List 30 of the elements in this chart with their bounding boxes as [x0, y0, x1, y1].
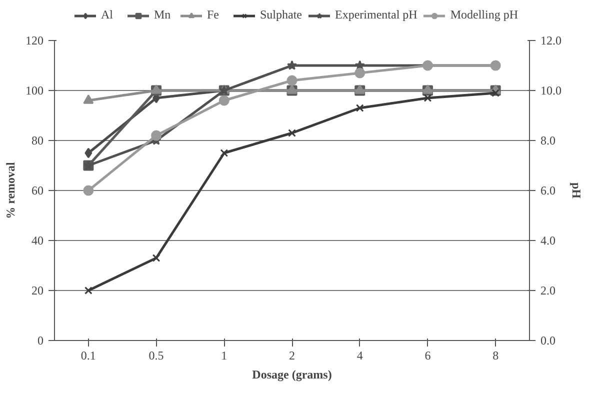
legend-label: Fe: [207, 8, 220, 22]
y2-tick-label: 10.0: [540, 84, 562, 98]
x-tick-label: 8: [492, 348, 499, 362]
legend-label: Al: [101, 8, 114, 22]
y2-tick-label: 2.0: [540, 284, 556, 298]
y-tick-label: 0: [38, 334, 44, 348]
y2-axis-title: pH: [570, 182, 584, 200]
legend-label: Modelling pH: [450, 8, 518, 22]
y-tick-label: 20: [32, 284, 44, 298]
x-tick-label: 0.5: [148, 348, 164, 362]
y-tick-label: 80: [32, 134, 44, 148]
y2-tick-label: 12.0: [540, 34, 562, 48]
legend-label: Experimental pH: [335, 8, 418, 22]
y-axis-title: % removal: [4, 161, 18, 219]
legend-label: Mn: [154, 8, 172, 22]
x-tick-label: 2: [289, 348, 295, 362]
y2-tick-label: 8.0: [540, 134, 556, 148]
x-tick-label: 6: [424, 348, 431, 362]
y-tick-label: 100: [26, 84, 44, 98]
y2-tick-label: 0.0: [540, 334, 556, 348]
legend-label: Sulphate: [260, 8, 302, 22]
x-tick-label: 0.1: [80, 348, 96, 362]
y-tick-label: 40: [32, 234, 44, 248]
x-tick-label: 1: [221, 348, 228, 362]
x-axis-title: Dosage (grams): [252, 368, 332, 382]
y-tick-label: 60: [32, 184, 44, 198]
x-tick-label: 4: [356, 348, 363, 362]
y2-tick-label: 4.0: [540, 234, 556, 248]
y2-tick-label: 6.0: [540, 184, 556, 198]
y-tick-label: 120: [26, 34, 44, 48]
